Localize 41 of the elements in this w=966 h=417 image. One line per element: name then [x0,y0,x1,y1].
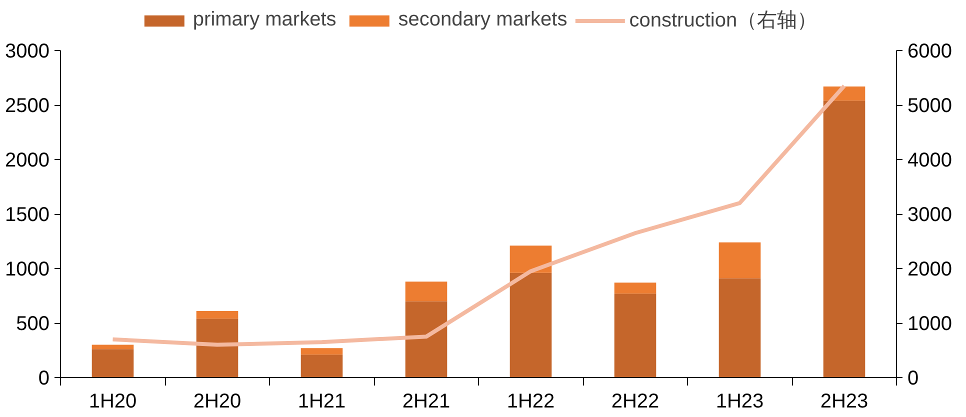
bar [510,246,552,273]
x-tick-label: 2H23 [820,390,868,412]
y-tick-label: 1500 [5,204,50,226]
bar [405,282,448,302]
x-tick-label: 1H22 [506,390,555,412]
x-tick-label: 2H21 [402,390,450,412]
legend-label: primary markets [192,8,336,32]
bar [300,354,343,378]
y-tick-label: 2000 [5,150,50,172]
bar [405,301,448,378]
bar [510,272,552,378]
bar [823,100,866,378]
x-tick-label: 1H20 [88,390,137,412]
y2-tick-label: 5000 [908,95,952,117]
y-tick-label: 1000 [5,258,50,280]
x-tick-label: 2H22 [611,390,660,412]
line-series [110,84,846,347]
bar [718,278,761,378]
y-tick-label: 3000 [5,40,50,62]
bar [614,294,656,378]
bar [614,282,656,294]
bar [196,318,238,378]
x-tick-label: 2H20 [193,390,242,412]
bar [196,311,238,319]
y2-tick-label: 3000 [908,204,952,226]
bar [718,242,761,278]
y2-tick-label: 2000 [908,258,952,280]
y-tick-label: 0 [38,368,50,390]
x-tick-label: 1H21 [298,390,346,412]
y2-tick-label: 1000 [908,313,952,335]
y2-tick-label: 4000 [908,150,952,172]
y-tick-label: 500 [16,313,50,335]
y2-tick-label: 6000 [908,40,952,62]
y2-tick-label: 0 [908,368,919,390]
legend-label: secondary markets [398,8,568,32]
legend-label: construction（右轴） [629,8,818,34]
x-tick-label: 1H23 [716,390,764,412]
bar [92,344,134,350]
y-tick-label: 2500 [5,95,50,117]
bar [92,349,134,378]
bar [300,348,343,355]
